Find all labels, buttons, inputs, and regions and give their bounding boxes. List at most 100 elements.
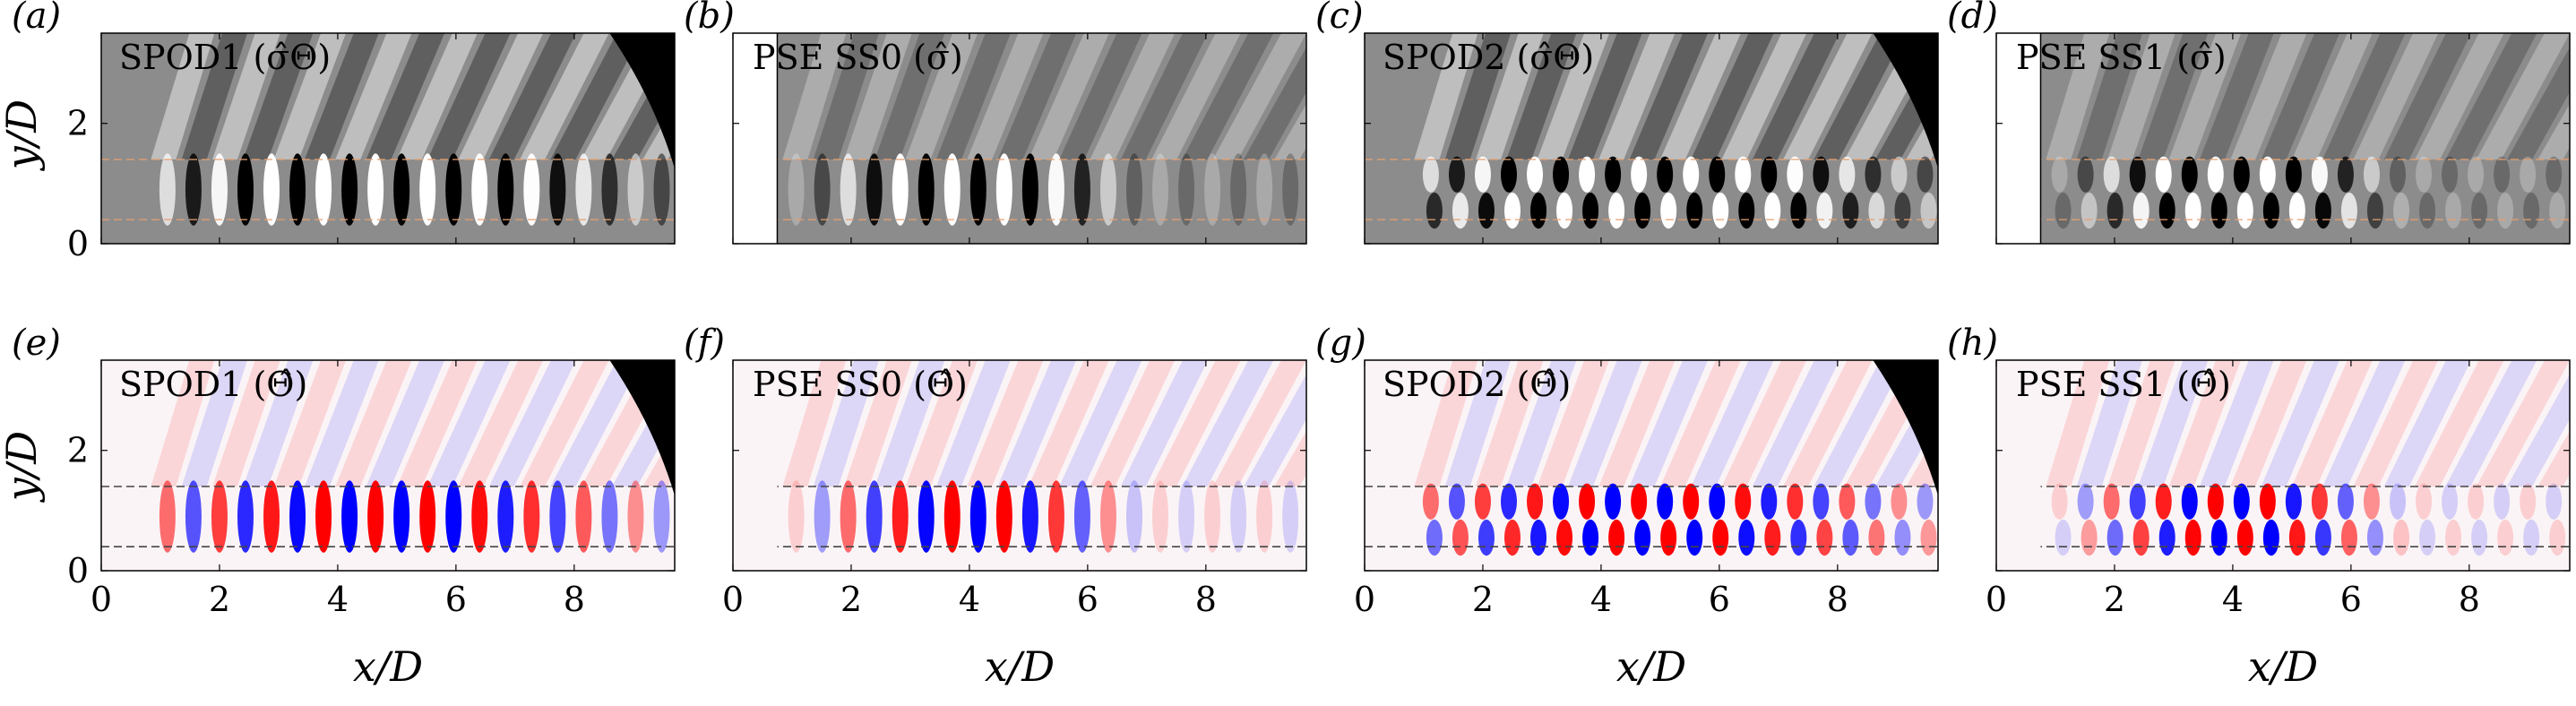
x-tick-label: 8 [1195,580,1217,619]
x-tick-label: 6 [1077,580,1098,619]
panel-label: (b) [684,0,735,37]
plot-area [733,33,1306,244]
x-tick-label: 8 [564,580,585,619]
x-axis-label-d: x/D [2248,642,2318,691]
panel-e: 0 2 4 6 8 0 2 (e) SPOD1 (Θ̂) [12,323,676,619]
panel-frame [1364,359,1939,572]
x-tick-label: 0 [90,580,112,619]
panel-frame [1995,359,2571,572]
plot-background [1996,360,2570,571]
panel-frame [100,359,676,572]
acoustic-wavefronts [782,33,1306,159]
wave-packet [788,153,1299,226]
plot-area [733,360,1306,571]
acoustic-wavefronts [2046,360,2570,486]
plot-background [733,33,1306,244]
panel-title: SPOD2 (Θ̂) [1383,365,1571,404]
panel-frame [1364,32,1939,245]
y-tick-label: 0 [67,551,89,590]
x-tick-label: 0 [1986,580,2007,619]
panel-frame [732,32,1307,245]
y-tick-label: 0 [67,224,89,263]
axis-ticks [732,33,1306,245]
x-tick-label: 2 [840,580,862,619]
panel-frame [100,32,676,245]
panel-label: (c) [1315,0,1364,37]
axis-ticks [100,360,675,572]
x-axis-label-b: x/D [985,642,1055,691]
axis-ticks [1364,360,1938,572]
x-tick-label: 4 [2222,580,2244,619]
x-tick-label: 0 [722,580,744,619]
nozzle-mask [1996,360,2041,571]
unmeasured-region [609,33,675,169]
y-tick-label: 2 [67,431,89,470]
panel-frame [732,359,1307,572]
y-tick-label: 2 [67,104,89,143]
x-tick-label: 2 [2104,580,2125,619]
nozzle-mask [733,360,778,571]
wave-packet [788,480,1299,553]
plot-area [1996,33,2570,244]
acoustic-wavefronts [151,360,675,486]
panel-c: (c) SPOD2 (σ̂Θ) [1315,0,1939,245]
x-tick-label: 8 [1827,580,1848,619]
y-axis-label-bottom: y/D [0,431,46,503]
panel-label: (e) [12,323,61,364]
panel-title: SPOD2 (σ̂Θ) [1383,38,1594,77]
panel-label: (h) [1947,323,1998,364]
acoustic-wavefronts [782,360,1306,486]
panel-frame [1995,32,2571,245]
panel-label: (a) [12,0,61,37]
x-tick-label: 4 [959,580,980,619]
x-tick-label: 4 [1590,580,1612,619]
plot-background [733,360,1306,571]
x-tick-label: 4 [327,580,349,619]
x-tick-label: 0 [1354,580,1375,619]
x-tick-label: 6 [1709,580,1730,619]
plot-area [1365,360,1938,571]
unmeasured-region [609,360,675,496]
x-axis-label-a: x/D [353,642,423,691]
x-tick-label: 2 [209,580,230,619]
panel-title: SPOD1 (Θ̂) [119,365,307,404]
nozzle-mask [733,33,778,244]
panel-title: SPOD1 (σ̂Θ) [119,38,331,77]
panel-label: (g) [1315,323,1366,364]
x-tick-label: 6 [2340,580,2362,619]
panel-title: PSE SS1 (σ̂) [2016,38,2227,77]
axis-ticks [1995,360,2570,572]
panel-f: 0 2 4 6 8 (f) PSE SS0 (Θ̂) [684,323,1307,619]
x-axis-label-c: x/D [1616,642,1686,691]
panel-a: 0 2 (a) SPOD1 (σ̂Θ) [12,0,676,263]
panel-label: (d) [1947,0,1998,37]
plot-area [1996,360,2570,571]
axis-ticks [732,360,1306,572]
axis-ticks [1364,33,1938,245]
x-tick-label: 6 [445,580,467,619]
plot-background [1996,33,2570,244]
wave-packet [159,153,670,226]
plot-area [1365,33,1938,244]
panel-g: 0 2 4 6 8 (g) SPOD2 (Θ̂) [1315,323,1939,619]
panel-title: PSE SS0 (σ̂) [753,38,963,77]
nozzle-mask [1996,33,2041,244]
axis-ticks [100,33,675,245]
x-tick-label: 2 [1472,580,1494,619]
unmeasured-region [1873,360,1938,496]
x-tick-label: 8 [2459,580,2480,619]
panel-h: 0 2 4 6 8 (h) PSE SS1 (Θ̂) [1947,323,2571,619]
plot-area [101,33,675,244]
panel-label: (f) [684,323,725,364]
y-axis-label-top: y/D [0,99,46,171]
unmeasured-region [1873,33,1938,169]
panel-title: PSE SS0 (Θ̂) [753,365,968,404]
plot-area [101,360,675,571]
wave-packet [159,480,670,553]
panel-d: (d) PSE SS1 (σ̂) [1947,0,2571,245]
panel-b: (b) PSE SS0 (σ̂) [684,0,1307,245]
wave-packet [1422,156,1937,229]
wave-packet [2051,483,2566,556]
acoustic-wavefronts [2046,33,2570,159]
